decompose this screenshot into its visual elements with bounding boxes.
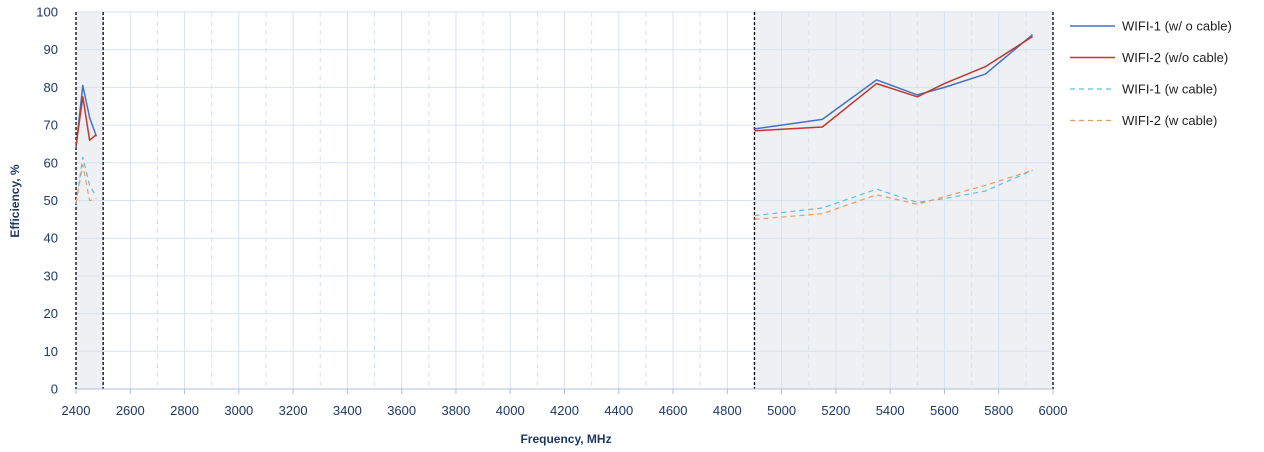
series-line-1-segment-2 bbox=[754, 34, 1034, 130]
x-tick-label: 4600 bbox=[659, 403, 688, 418]
y-tick-label: 0 bbox=[51, 382, 58, 397]
y-tick-label: 40 bbox=[44, 231, 58, 246]
x-tick-label: 5000 bbox=[767, 403, 796, 418]
legend-label-4: WIFI-2 (w cable) bbox=[1122, 113, 1217, 128]
x-tick-label: 5200 bbox=[821, 403, 850, 418]
x-tick-label: 2600 bbox=[116, 403, 145, 418]
x-tick-label: 2800 bbox=[170, 403, 199, 418]
y-tick-label: 60 bbox=[44, 155, 58, 170]
y-tick-label: 30 bbox=[44, 268, 58, 283]
y-tick-label: 50 bbox=[44, 193, 58, 208]
series-lines bbox=[75, 34, 1034, 220]
y-axis-title: Efficiency, % bbox=[8, 164, 22, 237]
x-tick-label: 4400 bbox=[604, 403, 633, 418]
y-tick-labels: 0 10 20 30 40 50 60 70 80 90 100 bbox=[36, 5, 58, 397]
band-borders bbox=[75, 12, 1054, 389]
y-tick-label: 80 bbox=[44, 80, 58, 95]
x-tick-label: 4000 bbox=[496, 403, 525, 418]
x-tick-label: 5800 bbox=[984, 403, 1013, 418]
legend-label-1: WIFI-1 (w/ o cable) bbox=[1122, 19, 1232, 34]
y-tick-label: 100 bbox=[36, 5, 58, 20]
y-tick-label: 20 bbox=[44, 306, 58, 321]
x-tick-label: 6000 bbox=[1039, 403, 1068, 418]
series-line-3-segment-1 bbox=[75, 156, 97, 205]
x-tick-label: 3400 bbox=[333, 403, 362, 418]
x-tick-label: 3800 bbox=[441, 403, 470, 418]
y-tick-label: 70 bbox=[44, 118, 58, 133]
x-tick-labels: 2400 2600 2800 3000 3200 3400 3600 3800 4000 4200… bbox=[62, 403, 1068, 418]
x-tick-label: 3200 bbox=[279, 403, 308, 418]
x-axis-title: Frequency, MHz bbox=[520, 432, 611, 446]
y-tick-label: 90 bbox=[44, 42, 58, 57]
legend-label-2: WIFI-2 (w/o cable) bbox=[1122, 50, 1228, 65]
x-tick-label: 2400 bbox=[62, 403, 91, 418]
x-tick-label: 5400 bbox=[876, 403, 905, 418]
x-tick-label: 4200 bbox=[550, 403, 579, 418]
legend-label-3: WIFI-1 (w cable) bbox=[1122, 82, 1217, 97]
series-line-2-segment-1 bbox=[75, 96, 97, 146]
axes bbox=[75, 388, 1054, 394]
legend: WIFI-1 (w/ o cable) WIFI-2 (w/o cable) WIF… bbox=[1070, 19, 1232, 128]
x-tick-label: 3600 bbox=[387, 403, 416, 418]
series-line-3-segment-2 bbox=[754, 169, 1033, 217]
series-line-4-segment-2 bbox=[754, 169, 1033, 220]
x-tick-label: 5600 bbox=[930, 403, 959, 418]
series-line-4-segment-1 bbox=[75, 164, 97, 203]
x-tick-label: 4800 bbox=[713, 403, 742, 418]
x-tick-label: 3000 bbox=[224, 403, 253, 418]
series-line-2-segment-2 bbox=[754, 35, 1034, 132]
y-tick-label: 10 bbox=[44, 344, 58, 359]
